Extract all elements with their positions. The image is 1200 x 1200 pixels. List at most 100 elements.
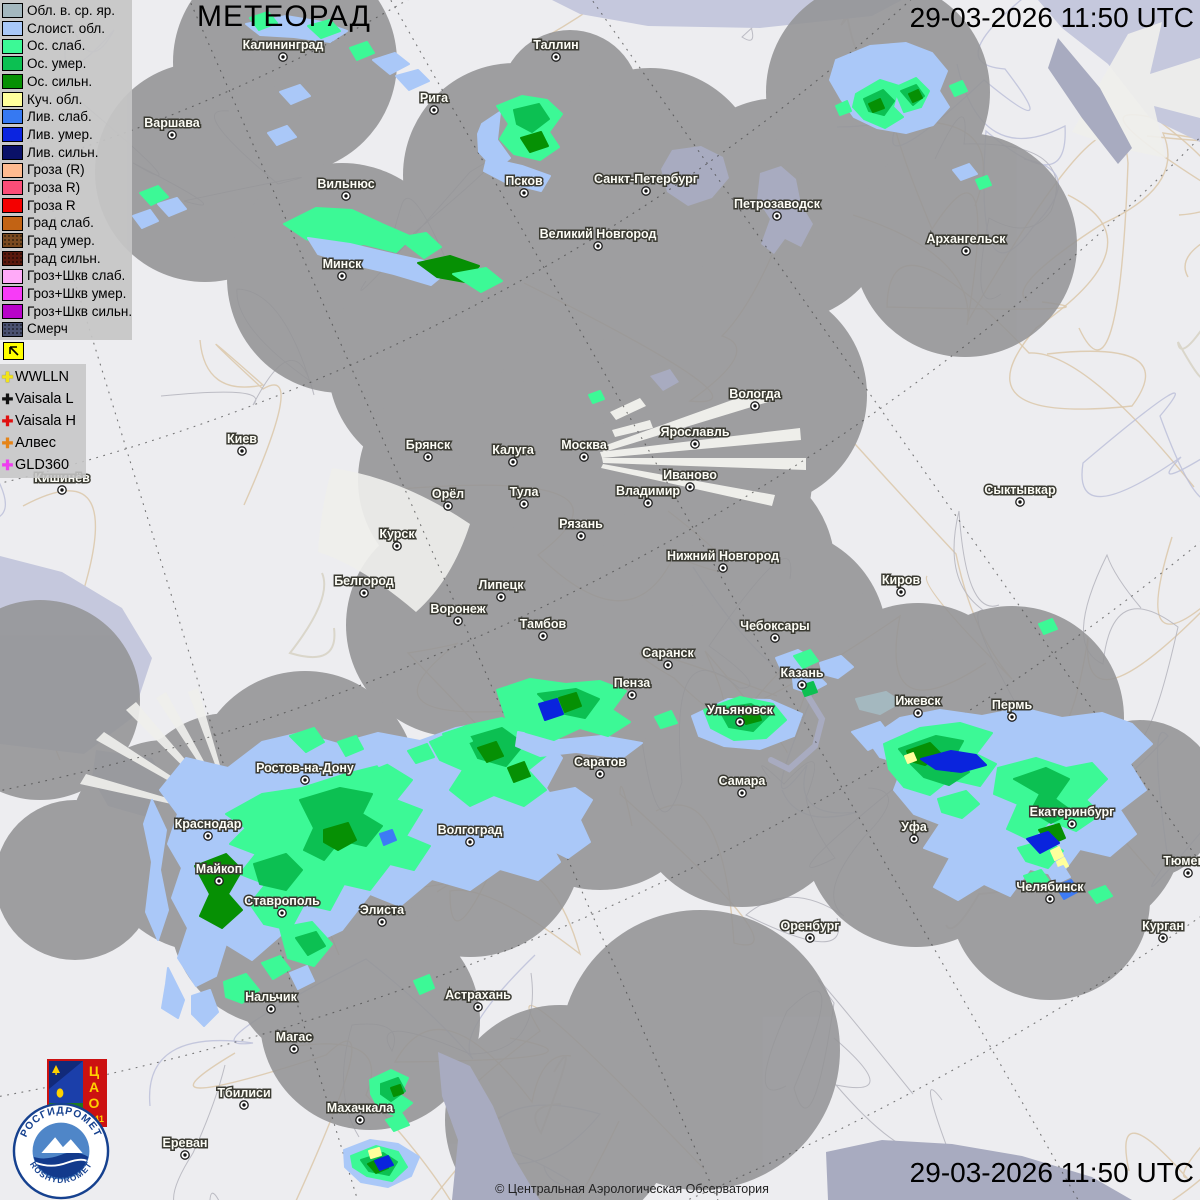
city: Пермь [990, 697, 1034, 722]
city: Киров [880, 572, 922, 597]
precip-area-p1 [442, 726, 473, 749]
city-marker-dot [1070, 822, 1074, 826]
roshydromet-logo: РОСГИДРОМЕТ ROSHYDROMET [12, 1102, 110, 1200]
city-label: Саратов [574, 755, 626, 769]
city-label: Варшава [144, 116, 201, 130]
lightning-legend-item: ✚ WWLLN [0, 366, 86, 388]
precip-area-p1 [1023, 869, 1050, 891]
city: Ярославль [659, 424, 731, 449]
lightning-cross-icon: ✚ [1, 369, 14, 385]
city-label: Липецк [479, 578, 525, 592]
city-label: Ростов-на-Дону [256, 761, 354, 775]
radar-spoke-gap [602, 458, 806, 470]
lightning-cross-icon: ✚ [1, 457, 14, 473]
cao-letter: Ц [89, 1063, 100, 1079]
city: Вильнюс [316, 176, 376, 201]
legend-swatch [2, 162, 23, 178]
legend-label: Ос. умер. [27, 56, 87, 72]
legend-item: Гроз+Шкв сильн. [2, 303, 132, 321]
legend-item: Гроза R [2, 197, 132, 215]
precip-area-p3 [477, 741, 504, 763]
precip-area-p3 [390, 1084, 404, 1097]
precip-area-cu [1050, 846, 1064, 861]
precip-area-cl [855, 691, 902, 715]
city-marker-dot [380, 920, 384, 924]
legend-swatch [2, 109, 23, 125]
precip-area-p2 [295, 931, 326, 956]
city: Курск [378, 526, 417, 551]
city-marker-dot [206, 834, 210, 838]
legend-label: Слоист. обл. [27, 20, 106, 36]
precip-area-st [191, 989, 219, 1027]
city: Тюмень [1162, 853, 1200, 878]
city-label: Самара [719, 774, 767, 788]
city-marker-dot [644, 189, 648, 193]
legend-item: Обл. в. ср. яр. [2, 2, 132, 20]
legend-item: Гроза R) [2, 179, 132, 197]
city-label: Ставрополь [244, 894, 320, 908]
precip-area-p1 [654, 710, 678, 729]
city: Краснодар [173, 816, 243, 841]
terrain-ridge-line [1177, 330, 1200, 378]
city-marker-dot [579, 534, 583, 538]
city-marker-dot [916, 711, 920, 715]
road-line [1009, 194, 1147, 410]
road-line [199, 339, 282, 506]
city-label: Астрахань [445, 988, 511, 1002]
legend-label: Гроз+Шкв сильн. [27, 303, 133, 319]
city: Ульяновск [706, 702, 775, 727]
city: Псков [504, 173, 544, 198]
precip-area-st [372, 52, 410, 75]
precip-area-p1 [975, 175, 992, 190]
city-marker-dot [522, 502, 526, 506]
lightning-legend-item: ✚ Vaisala L [0, 388, 86, 410]
city-marker-dot [598, 772, 602, 776]
legend-item: Ос. умер. [2, 55, 132, 73]
road-line [1125, 1132, 1200, 1200]
lake-area [826, 1140, 1132, 1200]
precip-area-cu [904, 752, 917, 764]
precip-area-st [369, 745, 397, 767]
legend-item: Град умер. [2, 232, 132, 250]
legend-label: Ос. слаб. [27, 38, 86, 54]
legend-swatch [2, 250, 23, 266]
city-marker-dot [646, 501, 650, 505]
city-label: Иваново [663, 468, 717, 482]
lake-area [438, 1052, 540, 1200]
precip-area-st [539, 787, 593, 859]
precip-area-p1 [452, 267, 503, 293]
city: Рига [418, 90, 451, 115]
city-marker-dot [183, 1153, 187, 1157]
radar-coverage-circle [0, 600, 140, 800]
city-marker-dot [1010, 715, 1014, 719]
legend-label: Град сильн. [27, 250, 101, 266]
legend-label: Смерч [27, 321, 68, 337]
lake-area [757, 166, 813, 254]
page-title: МЕТЕОРАД [197, 0, 371, 33]
city-label: Казань [780, 666, 823, 680]
precip-area-p2 [513, 103, 550, 133]
legend-item: Лив. сильн. [2, 144, 132, 162]
legend-swatch [2, 3, 23, 19]
city-marker-dot [899, 590, 903, 594]
legend-swatch [2, 233, 23, 249]
city-marker-dot [582, 455, 586, 459]
city-label: Уфа [901, 820, 928, 834]
city-label: Воронеж [430, 602, 485, 616]
city: Сыктывкар [983, 482, 1057, 507]
precip-area-l2 [920, 750, 987, 773]
legend-swatch [2, 56, 23, 72]
city-label: Екатеринбург [1030, 805, 1115, 819]
precip-area-st [267, 125, 297, 146]
precip-area-p3 [507, 761, 531, 783]
city-marker-dot [1186, 871, 1190, 875]
city: Самара [717, 773, 768, 798]
precip-area-st [483, 157, 551, 192]
legend-label: Гроз+Шкв умер. [27, 286, 127, 302]
city-marker-dot [596, 244, 600, 248]
tornado-track-icon [3, 342, 24, 360]
city-marker-dot [240, 449, 244, 453]
precip-area-p1 [139, 185, 169, 206]
city-marker-dot [630, 693, 634, 697]
city: Тамбов [518, 616, 568, 641]
